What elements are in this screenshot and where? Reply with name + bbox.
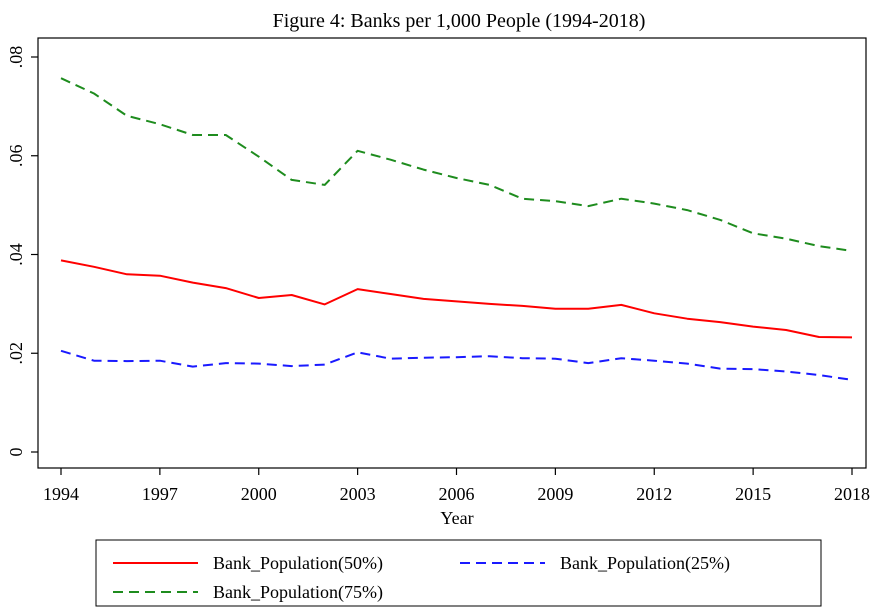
y-tick-label: .04 (6, 243, 26, 266)
series-line-3 (60, 77, 853, 252)
x-tick-label: 1994 (43, 484, 79, 504)
chart-title: Figure 4: Banks per 1,000 People (1994-2… (273, 10, 646, 32)
x-axis-title: Year (440, 508, 473, 528)
axes: 0 .02 .04 .06 .08 1994 1997 2000 2003 2006 2009 201… (6, 46, 870, 504)
y-tick-label: .02 (6, 342, 26, 365)
y-tick-label: .08 (6, 46, 26, 69)
x-tick-label: 1997 (142, 484, 178, 504)
y-tick-label: .06 (6, 145, 26, 168)
legend-frame (95, 539, 822, 607)
x-tick-label: 2009 (537, 484, 573, 504)
series-line-1 (60, 259, 853, 339)
y-tick-label: 0 (6, 448, 26, 457)
legend-label: Bank_Population(75%) (213, 582, 383, 603)
x-tick-label: 2018 (834, 484, 870, 504)
x-tick-label: 2003 (340, 484, 376, 504)
x-tick-label: 2015 (735, 484, 771, 504)
x-tick-label: 2000 (241, 484, 277, 504)
legend-label: Bank_Population(25%) (560, 553, 730, 574)
legend: Bank_Population(50%) Bank_Population(25%)… (95, 539, 822, 607)
x-tick-label: 2012 (636, 484, 672, 504)
legend-label: Bank_Population(50%) (213, 553, 383, 574)
plot-area-frame (37, 37, 867, 469)
series-lines (60, 77, 853, 381)
series-line-2 (60, 349, 853, 381)
x-tick-label: 2006 (439, 484, 475, 504)
